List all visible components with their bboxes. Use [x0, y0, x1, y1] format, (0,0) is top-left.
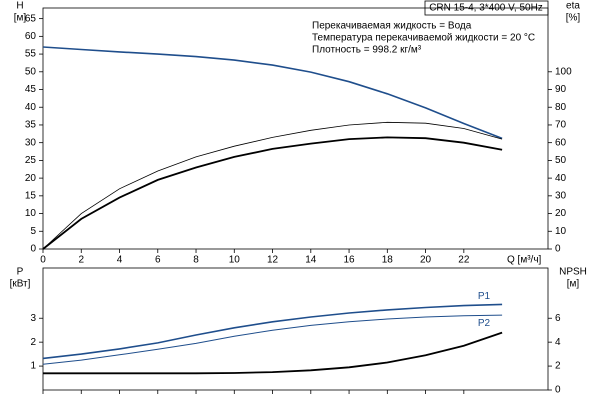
y2-tick-label: 6	[555, 313, 561, 324]
x-tick-label: 0	[40, 255, 46, 266]
y-label: H	[16, 1, 23, 12]
y-tick-label: 55	[25, 49, 37, 60]
y-tick-label: 0	[30, 244, 36, 255]
x-tick-label: 22	[458, 255, 470, 266]
y2-tick-label: 60	[555, 137, 567, 148]
y-tick-label: 40	[25, 102, 37, 113]
x-tick-label: 14	[305, 255, 317, 266]
y-tick-label: 50	[25, 66, 37, 77]
series-line	[42, 121, 503, 250]
y2-tick-label: 30	[555, 190, 567, 201]
y-unit: [кВт]	[10, 279, 31, 290]
series-line	[42, 136, 503, 250]
y-tick-label: 15	[25, 190, 37, 201]
y2-tick-label: 20	[555, 208, 567, 219]
y2-tick-label: 70	[555, 120, 567, 131]
y2-tick-label: 80	[555, 102, 567, 113]
y-tick-label: 45	[25, 84, 37, 95]
x-tick-label: 20	[420, 255, 432, 266]
y2-unit: [м]	[567, 279, 580, 290]
annotation: Плотность = 998.2 кг/м³	[312, 45, 422, 56]
x-tick-label: 12	[267, 255, 279, 266]
y-tick-label: 2	[30, 337, 36, 348]
x-tick-label: 18	[382, 255, 394, 266]
y-tick-label: 35	[25, 120, 37, 131]
series-line	[42, 303, 503, 360]
series-line	[42, 314, 503, 365]
y2-tick-label: 0	[555, 385, 561, 396]
y-tick-label: 1	[30, 361, 36, 372]
y2-tick-label: 90	[555, 84, 567, 95]
y-tick-label: 20	[25, 173, 37, 184]
plot-frame	[42, 7, 549, 250]
y-label: P	[17, 267, 24, 278]
y-tick-label: 65	[25, 13, 37, 24]
series-label: P1	[478, 291, 491, 302]
y2-tick-label: 10	[555, 226, 567, 237]
x-tick-label: 6	[155, 255, 161, 266]
series-line	[42, 46, 503, 140]
y-tick-label: 10	[25, 208, 37, 219]
y-tick-label: 60	[25, 31, 37, 42]
y2-label: NPSH	[559, 267, 587, 278]
y-tick-label: 25	[25, 155, 37, 166]
y-unit: [м]	[14, 13, 27, 24]
y-tick-label: 5	[30, 226, 36, 237]
y-tick-label: 30	[25, 137, 37, 148]
annotation: Температура перекачиваемой жидкости = 20…	[312, 33, 535, 44]
series-label: P2	[478, 318, 491, 329]
y2-label: eta	[566, 1, 580, 12]
y-tick-label: 3	[30, 313, 36, 324]
y2-tick-label: 100	[555, 66, 572, 77]
y2-tick-label: 4	[555, 337, 561, 348]
y2-tick-label: 50	[555, 155, 567, 166]
plot-frame	[42, 267, 549, 391]
x-tick-label: 4	[117, 255, 123, 266]
x-tick-label: 10	[229, 255, 241, 266]
annotation: Перекачиваемая жидкость = Вода	[312, 21, 472, 32]
y2-tick-label: 2	[555, 361, 561, 372]
y2-unit: [%]	[566, 13, 581, 24]
y2-tick-label: 40	[555, 173, 567, 184]
x-tick-label: 2	[78, 255, 84, 266]
x-label: Q [м³/ч]	[507, 255, 542, 266]
series-line	[43, 331, 503, 375]
x-tick-label: 8	[193, 255, 199, 266]
x-tick-label: 16	[343, 255, 355, 266]
y2-tick-label: 0	[555, 244, 561, 255]
